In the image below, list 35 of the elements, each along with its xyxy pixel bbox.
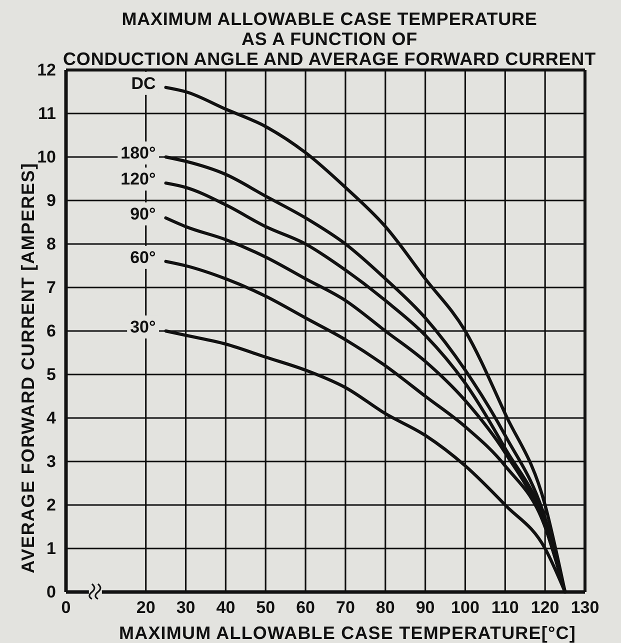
- series-label: 120°: [120, 170, 156, 189]
- y-tick-label: 6: [46, 321, 56, 340]
- y-tick-label: 12: [37, 60, 56, 80]
- y-tick-label: 7: [46, 278, 56, 297]
- series-label: 30°: [130, 317, 156, 336]
- y-tick-label: 3: [46, 452, 56, 471]
- x-tick-label: 60: [296, 598, 315, 618]
- y-tick-label: 1: [46, 538, 56, 558]
- y-tick-label: 8: [46, 234, 56, 254]
- x-tick-label: 50: [256, 598, 276, 618]
- y-tick-label: 9: [46, 190, 56, 210]
- y-tick-label: 5: [46, 364, 56, 384]
- x-tick-label: 20: [136, 598, 156, 618]
- y-tick-label: 4: [46, 408, 57, 428]
- x-axis-title: MAXIMUM ALLOWABLE CASE TEMPERATURE[°C]: [119, 623, 576, 643]
- x-tick-label: 130: [570, 598, 600, 618]
- x-tick-label: 40: [216, 598, 236, 618]
- y-axis-title: AVERAGE FORWARD CURRENT [AMPERES]: [18, 162, 38, 574]
- series-label: DC: [131, 74, 156, 93]
- series-label: 60°: [130, 248, 156, 267]
- x-tick-label: 90: [416, 598, 435, 618]
- x-tick-label: 0: [61, 598, 71, 618]
- y-tick-label: 0: [46, 582, 56, 602]
- series-label: 180°: [120, 143, 156, 162]
- x-tick-label: 100: [451, 598, 480, 618]
- series-label: 90°: [130, 204, 156, 224]
- y-tick-label: 10: [37, 147, 56, 166]
- x-tick-label: 120: [530, 598, 560, 618]
- x-tick-label: 110: [491, 598, 519, 618]
- y-tick-label: 11: [38, 104, 56, 123]
- chart-title: MAXIMUM ALLOWABLE CASE TEMPERATURE AS A FUNCTION OF CONDUCTION ANGLE AND AVERAGE FORWARD CURRENT: [63, 9, 596, 69]
- x-tick-label: 70: [336, 598, 355, 618]
- x-tick-label: 80: [376, 598, 395, 618]
- x-tick-label: 30: [176, 598, 196, 618]
- y-tick-label: 2: [46, 495, 56, 514]
